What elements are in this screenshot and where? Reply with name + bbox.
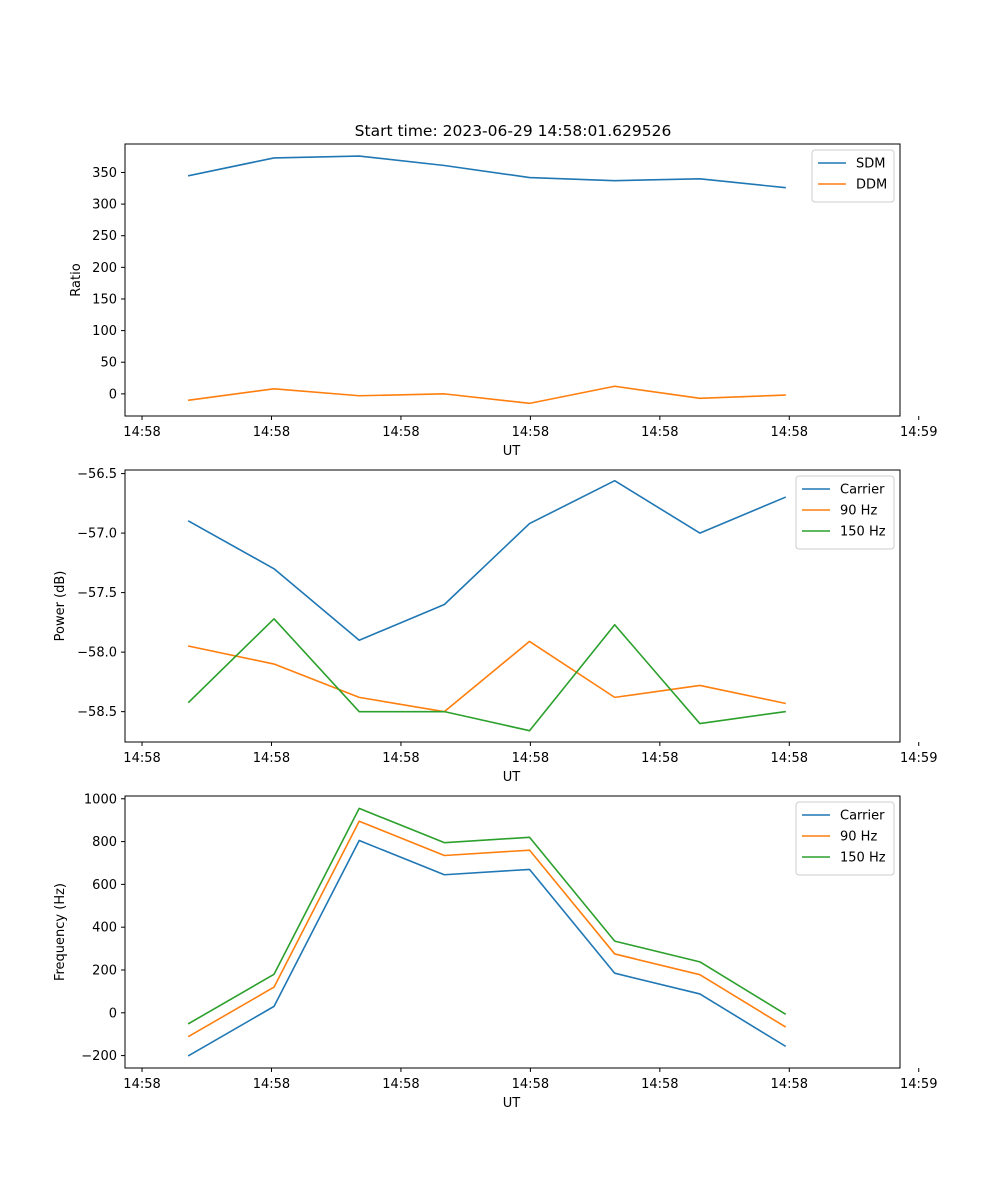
- x-tick-label: 14:59: [900, 751, 937, 766]
- x-tick-label: 14:58: [253, 425, 290, 440]
- legend-label: 150 Hz: [840, 525, 886, 540]
- y-tick-label: 350: [92, 166, 117, 181]
- x-tick-label: 14:58: [382, 1077, 419, 1092]
- x-tick-label: 14:58: [771, 751, 808, 766]
- figure-title: Start time: 2023-06-29 14:58:01.629526: [355, 122, 672, 140]
- legend-label: 90 Hz: [840, 830, 877, 845]
- legend-label: DDM: [856, 178, 887, 193]
- frequency-subplot: −200 0 200 400 600 800 1000 14:58 14:58 14:58 14:5…: [53, 792, 937, 1111]
- x-tick-label: 14:58: [123, 751, 160, 766]
- axes-frame: [124, 143, 901, 417]
- y-tick-label: 200: [92, 963, 117, 978]
- x-tick-label: 14:58: [123, 425, 160, 440]
- y-tick-label: 400: [92, 921, 117, 936]
- series-line-90-hz: [187, 820, 787, 1038]
- y-tick-label: −58.5: [77, 705, 117, 720]
- x-tick-label: 14:59: [900, 425, 937, 440]
- series-line-90-hz: [187, 640, 786, 713]
- y-tick-label: 50: [100, 356, 117, 371]
- y-tick-label: −57.0: [77, 527, 117, 542]
- x-tick-label: 14:59: [900, 1077, 937, 1092]
- y-axis-label: Ratio: [69, 263, 84, 296]
- y-tick-label: 0: [109, 1006, 117, 1021]
- series-line-carrier: [187, 839, 787, 1057]
- x-tick-label: 14:58: [382, 425, 419, 440]
- y-tick-label: 800: [92, 835, 117, 850]
- x-axis-label: UT: [503, 1096, 521, 1111]
- y-tick-label: −57.5: [77, 586, 117, 601]
- x-axis-label: UT: [503, 770, 521, 785]
- legend-label: Carrier: [840, 809, 885, 824]
- x-tick-label: 14:58: [512, 751, 549, 766]
- ratio-subplot: 0 50 100 150 200 250 300 350 14:58 14:58 14:58 14:5…: [69, 143, 937, 459]
- x-axis-label: UT: [503, 444, 521, 459]
- series-line-carrier: [187, 479, 787, 642]
- y-tick-label: −56.5: [77, 467, 117, 482]
- y-axis-label: Frequency (Hz): [53, 883, 68, 981]
- series-line-150-hz: [187, 617, 786, 732]
- legend: SDM DDM: [811, 149, 895, 203]
- x-tick-label: 14:58: [253, 751, 290, 766]
- y-tick-label: −200: [81, 1049, 117, 1064]
- y-tick-label: 200: [92, 261, 117, 276]
- x-tick-label: 14:58: [641, 425, 678, 440]
- x-tick-label: 14:58: [641, 751, 678, 766]
- y-tick-label: 250: [92, 229, 117, 244]
- x-tick-label: 14:58: [512, 425, 549, 440]
- legend-label: 90 Hz: [840, 504, 877, 519]
- legend: Carrier 90 Hz 150 Hz: [795, 475, 895, 550]
- y-tick-label: 150: [92, 292, 117, 307]
- axes-frame: [124, 469, 901, 743]
- x-tick-label: 14:58: [253, 1077, 290, 1092]
- y-tick-label: 600: [92, 878, 117, 893]
- x-tick-label: 14:58: [382, 751, 419, 766]
- series-line-ddm: [187, 385, 786, 405]
- x-tick-label: 14:58: [771, 1077, 808, 1092]
- x-tick-label: 14:58: [771, 425, 808, 440]
- y-tick-label: 0: [109, 387, 117, 402]
- series-line-sdm: [187, 155, 786, 189]
- legend-label: Carrier: [840, 483, 885, 498]
- x-tick-label: 14:58: [512, 1077, 549, 1092]
- x-tick-label: 14:58: [641, 1077, 678, 1092]
- legend-label: SDM: [856, 157, 885, 172]
- y-tick-label: 100: [92, 324, 117, 339]
- legend: Carrier 90 Hz 150 Hz: [795, 801, 895, 876]
- y-axis-label: Power (dB): [53, 571, 68, 642]
- power-subplot: −58.5 −58.0 −57.5 −57.0 −56.5 14:58 14:58 14:58…: [53, 467, 937, 785]
- y-tick-label: 1000: [84, 792, 117, 807]
- series-line-150-hz: [187, 807, 787, 1025]
- y-tick-label: 300: [92, 198, 117, 213]
- axes-frame: [124, 795, 901, 1069]
- y-tick-label: −58.0: [77, 646, 117, 661]
- x-tick-label: 14:58: [123, 1077, 160, 1092]
- legend-label: 150 Hz: [840, 851, 886, 866]
